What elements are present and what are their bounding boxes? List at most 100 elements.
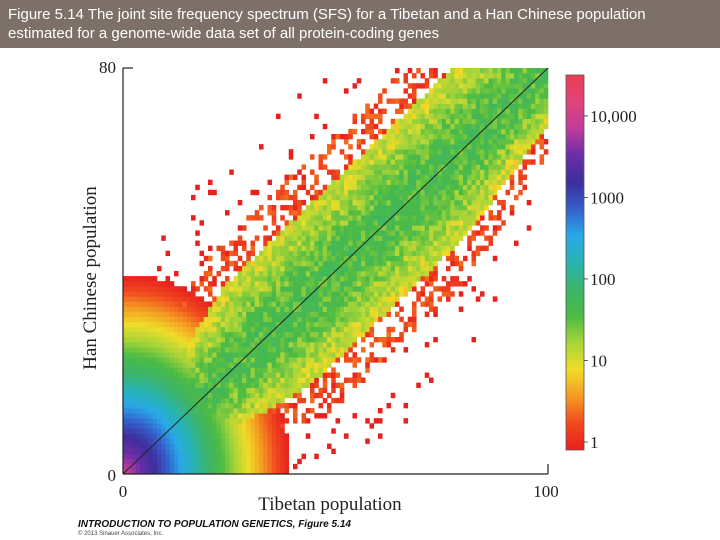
heatmap-cell	[412, 128, 417, 135]
heatmap-cell	[284, 367, 290, 373]
heatmap-cell	[348, 184, 353, 191]
heatmap-cell	[242, 377, 247, 383]
heatmap-cell	[322, 377, 328, 383]
heatmap-cell	[127, 311, 132, 317]
heatmap-cell	[225, 357, 230, 363]
heatmap-cell	[263, 387, 268, 394]
heatmap-cell	[271, 260, 277, 267]
heatmap-cell	[186, 423, 192, 429]
heatmap-cell	[416, 118, 421, 125]
heatmap-cell	[297, 291, 302, 297]
heatmap-cell	[420, 164, 426, 170]
heatmap-cell	[246, 321, 251, 328]
heatmap-cell	[424, 194, 430, 201]
heatmap-cell	[399, 250, 404, 257]
heatmap-cell	[433, 235, 438, 241]
heatmap-cell	[497, 128, 502, 135]
heatmap-cell	[301, 245, 307, 252]
heatmap-cell	[186, 291, 192, 297]
heatmap-cell	[212, 372, 217, 378]
heatmap-cell	[280, 438, 285, 444]
heatmap-cell	[212, 281, 217, 287]
heatmap-cell	[390, 184, 396, 191]
heatmap-cell	[263, 265, 268, 272]
heatmap-cell	[131, 372, 137, 378]
heatmap-cell	[458, 265, 464, 272]
heatmap-cell	[225, 372, 230, 378]
heatmap-cell	[352, 377, 358, 383]
heatmap-cell	[152, 311, 158, 317]
heatmap-cell	[454, 88, 460, 94]
heatmap-cell	[339, 220, 345, 226]
heatmap-cell	[344, 347, 349, 353]
heatmap-cell	[492, 113, 498, 120]
heatmap-cell	[237, 372, 243, 378]
heatmap-cell	[403, 184, 409, 191]
heatmap-cell	[271, 413, 277, 419]
heatmap-cell	[161, 448, 166, 455]
heatmap-cell	[522, 164, 528, 170]
heatmap-cell	[174, 382, 179, 389]
heatmap-cell	[140, 468, 145, 475]
heatmap-cell	[288, 382, 294, 389]
heatmap-cell	[212, 413, 217, 419]
heatmap-cell	[127, 342, 132, 348]
heatmap-cell	[297, 184, 302, 191]
heatmap-cell	[424, 210, 430, 216]
heatmap-cell	[140, 336, 145, 343]
heatmap-cell	[543, 108, 549, 114]
heatmap-cell	[157, 448, 162, 455]
heatmap-cell	[237, 331, 243, 338]
heatmap-cell	[220, 408, 226, 414]
heatmap-cell	[322, 78, 328, 84]
heatmap-cell	[314, 336, 319, 343]
heatmap-cell	[191, 311, 196, 317]
heatmap-cell	[480, 73, 485, 79]
heatmap-cell	[148, 331, 154, 338]
heatmap-cell	[165, 347, 171, 353]
heatmap-cell	[314, 230, 319, 236]
heatmap-cell	[276, 291, 281, 297]
heatmap-cell	[144, 301, 149, 307]
heatmap-cell	[467, 93, 472, 99]
heatmap-cell	[450, 98, 455, 104]
heatmap-cell	[441, 235, 447, 241]
heatmap-cell	[135, 387, 141, 394]
heatmap-cell	[361, 194, 366, 201]
heatmap-cell	[331, 326, 336, 333]
heatmap-cell	[242, 286, 247, 292]
heatmap-cell	[263, 321, 268, 328]
heatmap-cell	[220, 347, 226, 353]
heatmap-cell	[135, 362, 141, 368]
heatmap-cell	[259, 316, 264, 323]
heatmap-cell	[475, 210, 481, 216]
heatmap-cell	[174, 468, 179, 475]
heatmap-cell	[454, 133, 460, 140]
heatmap-cell	[161, 321, 166, 328]
heatmap-cell	[429, 245, 434, 252]
heatmap-cell	[199, 301, 205, 307]
heatmap-cell	[416, 210, 421, 216]
heatmap-cell	[331, 139, 336, 145]
heatmap-cell	[424, 245, 430, 252]
heatmap-cell	[225, 402, 230, 409]
heatmap-cell	[250, 281, 256, 287]
heatmap-cell	[518, 149, 523, 155]
heatmap-cell	[407, 179, 413, 186]
heatmap-cell	[280, 326, 285, 333]
heatmap-cell	[386, 133, 392, 140]
heatmap-cell	[348, 271, 353, 277]
heatmap-cell	[301, 321, 307, 328]
heatmap-cell	[195, 413, 200, 419]
heatmap-cell	[233, 301, 239, 307]
heatmap-cell	[182, 326, 188, 333]
heatmap-cell	[331, 184, 336, 191]
heatmap-cell	[492, 103, 498, 109]
heatmap-cell	[225, 362, 230, 368]
heatmap-cell	[467, 240, 472, 246]
heatmap-cell	[433, 271, 438, 277]
heatmap-cell	[450, 194, 455, 201]
heatmap-cell	[178, 306, 183, 312]
heatmap-cell	[339, 199, 345, 206]
heatmap-cell	[471, 189, 477, 196]
